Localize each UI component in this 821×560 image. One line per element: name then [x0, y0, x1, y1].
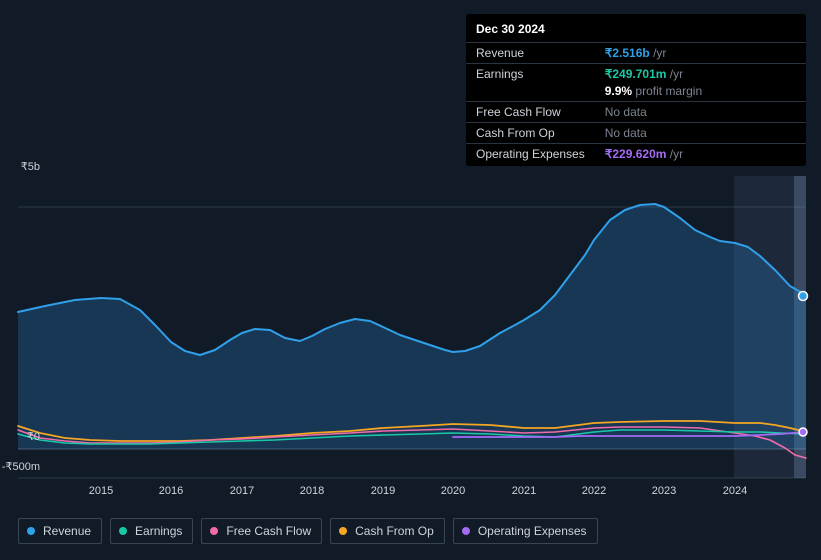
tooltip-row-value: ₹2.516b /yr: [595, 43, 806, 64]
x-axis-tick: 2019: [363, 485, 403, 497]
legend-item-revenue[interactable]: Revenue: [18, 518, 102, 544]
tooltip-row-label: Free Cash Flow: [466, 102, 595, 123]
x-axis-tick: 2023: [644, 485, 684, 497]
tooltip-row-value: No data: [595, 123, 806, 144]
x-axis-tick: 2022: [574, 485, 614, 497]
x-axis-tick: 2021: [504, 485, 544, 497]
y-axis-tick: ₹5b: [0, 160, 40, 173]
x-axis-tick: 2020: [433, 485, 473, 497]
chart-legend: Revenue Earnings Free Cash Flow Cash From O…: [18, 518, 598, 544]
tooltip-row-label: Revenue: [466, 43, 595, 64]
legend-item-earnings[interactable]: Earnings: [110, 518, 193, 544]
tooltip-row-value: ₹249.701m /yr: [595, 64, 806, 85]
legend-label: Revenue: [43, 524, 91, 538]
legend-label: Free Cash Flow: [226, 524, 311, 538]
y-axis-tick: ₹0: [0, 430, 40, 443]
tooltip-row-value: ₹229.620m /yr: [595, 144, 806, 165]
legend-label: Earnings: [135, 524, 182, 538]
tooltip-table: Revenue₹2.516b /yrEarnings₹249.701m /yr …: [466, 42, 806, 164]
x-axis-tick: 2016: [151, 485, 191, 497]
x-axis-tick: 2015: [81, 485, 121, 497]
legend-item-cash-from-op[interactable]: Cash From Op: [330, 518, 445, 544]
x-axis-tick: 2018: [292, 485, 332, 497]
legend-item-free-cash-flow[interactable]: Free Cash Flow: [201, 518, 322, 544]
tooltip-row-label: Operating Expenses: [466, 144, 595, 165]
y-axis-tick: -₹500m: [0, 460, 40, 473]
legend-dot-icon: [119, 527, 127, 535]
tooltip-date: Dec 30 2024: [466, 20, 806, 42]
legend-dot-icon: [339, 527, 347, 535]
legend-dot-icon: [462, 527, 470, 535]
tooltip-row-label: Earnings: [466, 64, 595, 85]
x-axis-tick: 2024: [715, 485, 755, 497]
x-axis-tick: 2017: [222, 485, 262, 497]
legend-label: Operating Expenses: [478, 524, 587, 538]
tooltip-row-label: Cash From Op: [466, 123, 595, 144]
legend-item-operating-expenses[interactable]: Operating Expenses: [453, 518, 598, 544]
legend-dot-icon: [27, 527, 35, 535]
hover-tooltip: Dec 30 2024 Revenue₹2.516b /yrEarnings₹2…: [466, 14, 806, 166]
tooltip-row-value: No data: [595, 102, 806, 123]
legend-dot-icon: [210, 527, 218, 535]
legend-label: Cash From Op: [355, 524, 434, 538]
